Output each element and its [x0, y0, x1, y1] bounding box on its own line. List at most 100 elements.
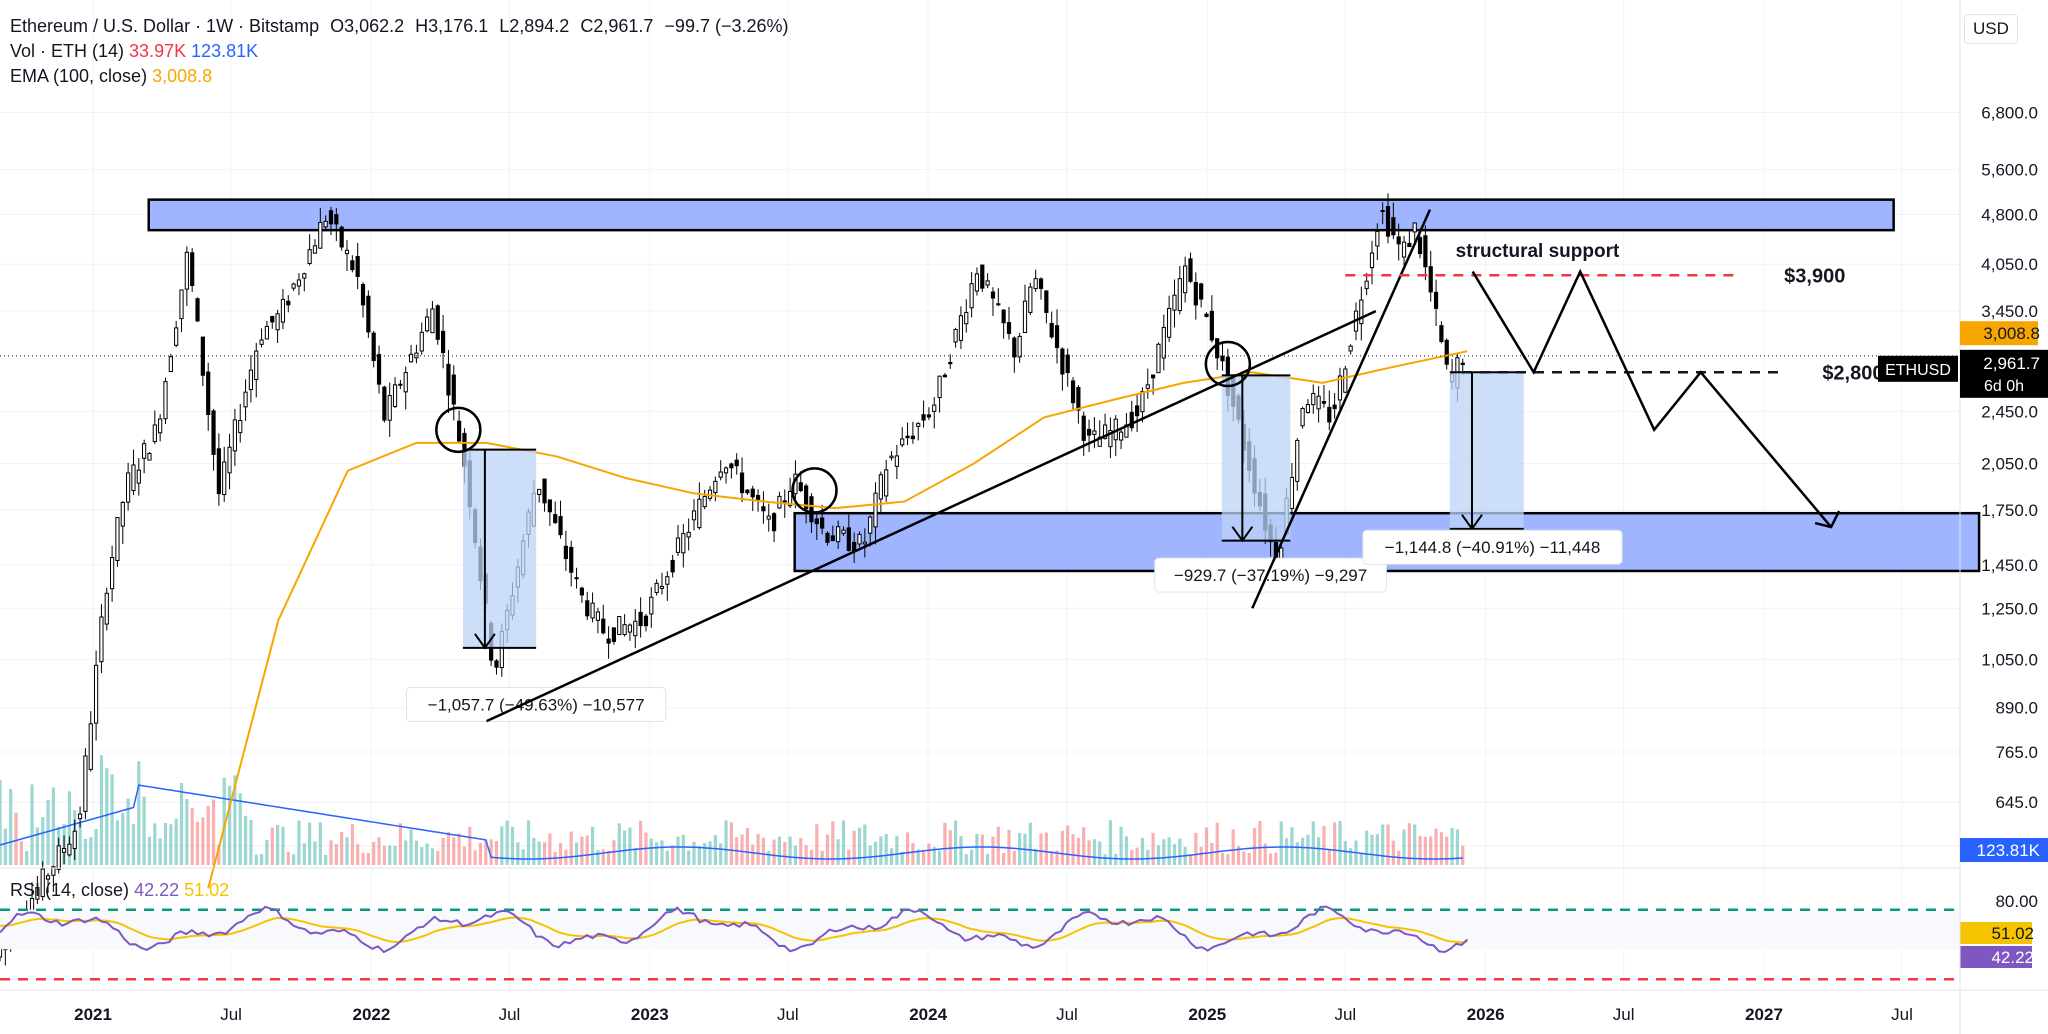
volume-bar: [1391, 840, 1395, 865]
highlight-circle: [791, 467, 838, 514]
candle-body: [1401, 241, 1407, 258]
volume-bar: [585, 835, 589, 865]
level-label: $3,900: [1784, 265, 1845, 287]
x-tick-label: 2025: [1188, 1005, 1226, 1024]
volume-bar: [1279, 821, 1283, 865]
ticker-badge: [1878, 355, 1958, 382]
ema-price-label: 3,008.8: [1983, 324, 2040, 343]
volume-bar: [1162, 839, 1166, 865]
candle-body: [1065, 354, 1070, 374]
candle-body: [243, 391, 248, 408]
volume-bar: [425, 843, 429, 865]
candle-body: [72, 830, 77, 849]
candle-body: [1044, 290, 1049, 313]
volume-bar: [99, 755, 104, 865]
candle-body: [643, 615, 649, 627]
volume-bar: [687, 850, 691, 865]
volume-bar: [462, 846, 467, 865]
volume-bar: [847, 849, 851, 865]
volume-bar: [1434, 828, 1438, 865]
volume-bar: [745, 827, 749, 865]
candle-body: [1220, 355, 1225, 362]
volume-bar: [953, 820, 958, 865]
volume-bar: [1172, 844, 1177, 865]
volume-bar: [217, 844, 221, 865]
highlight-circle: [435, 406, 482, 454]
volume-bar: [1236, 846, 1241, 865]
candle-body: [729, 463, 734, 469]
volume-bar: [873, 841, 878, 865]
symbol-title[interactable]: Ethereum / U.S. Dollar · 1W · Bitstamp: [10, 16, 320, 36]
candle-body: [312, 245, 318, 254]
candle-body: [1033, 278, 1038, 290]
candle-body: [563, 545, 568, 560]
volume-bar: [404, 840, 408, 865]
ohlc-row: Ethereum / U.S. Dollar · 1W · Bitstamp O…: [10, 14, 795, 39]
candle-body: [291, 283, 296, 289]
volume-bar: [1210, 842, 1214, 865]
volume-bar: [478, 842, 483, 865]
volume-bar: [825, 834, 830, 865]
volume-bar: [1178, 838, 1182, 865]
rsi-legend[interactable]: RSI (14, close) 42.22 51.02: [10, 880, 229, 901]
volume-bar: [1082, 827, 1086, 865]
candle-body: [579, 587, 585, 596]
candle-body: [1428, 266, 1433, 293]
candle-body: [1209, 310, 1214, 341]
volume-legend[interactable]: Vol · ETH (14) 33.97K 123.81K: [10, 39, 795, 64]
candle-body: [350, 260, 355, 271]
candle-body: [1022, 300, 1028, 334]
highlight-circle: [1204, 340, 1252, 388]
trendline: [486, 310, 1377, 723]
volume-bar: [1370, 834, 1374, 865]
candle-body: [1038, 278, 1044, 289]
volume-bar: [195, 821, 200, 865]
candle-body: [275, 313, 280, 331]
volume-bar: [1381, 824, 1385, 865]
volume-bar: [879, 836, 883, 865]
y-tick-label: 1,250.0: [1981, 599, 2038, 618]
volume-bar: [494, 841, 499, 865]
candle-body: [996, 303, 1001, 306]
candle-body: [681, 533, 686, 554]
candle-body: [280, 298, 286, 323]
candle-body: [942, 374, 948, 378]
candle-body: [344, 249, 350, 255]
candle-body: [355, 255, 360, 277]
candle-body: [862, 541, 867, 545]
candle-body: [1433, 291, 1439, 309]
candle-body: [889, 455, 894, 459]
candle-body: [606, 638, 611, 644]
volume-bar: [372, 841, 376, 865]
candle-body: [750, 488, 755, 498]
candle-body: [1295, 439, 1300, 482]
ticker-label: ETHUSD: [1885, 362, 1951, 379]
candle-body: [56, 845, 61, 870]
candle-body: [1054, 325, 1060, 349]
candle-body: [1118, 431, 1124, 441]
candle-body: [766, 515, 771, 520]
countdown-label: 6d 0h: [1984, 378, 2024, 395]
x-tick-label: 2021: [74, 1005, 112, 1024]
volume-bar: [1130, 849, 1134, 865]
candle-body: [67, 843, 72, 856]
currency-button[interactable]: USD: [1964, 14, 2018, 44]
candle-body: [916, 423, 921, 427]
candle-body: [969, 283, 974, 309]
structural-support-label: structural support: [1456, 241, 1620, 262]
volume-bar: [964, 854, 968, 865]
candle-body: [35, 887, 40, 900]
volume-bar: [1151, 832, 1155, 865]
volume-bar: [19, 841, 23, 865]
volume-bar: [222, 777, 226, 865]
volume-bar: [655, 842, 659, 865]
candle-body: [179, 289, 184, 320]
volume-bar: [169, 824, 173, 865]
candle-body: [147, 452, 152, 461]
volume-bar: [179, 783, 184, 865]
volume-label: Vol · ETH (14): [10, 41, 125, 61]
volume-bar: [1114, 853, 1118, 865]
candle-body: [286, 300, 291, 306]
ema-legend[interactable]: EMA (100, close) 3,008.8: [10, 64, 795, 89]
